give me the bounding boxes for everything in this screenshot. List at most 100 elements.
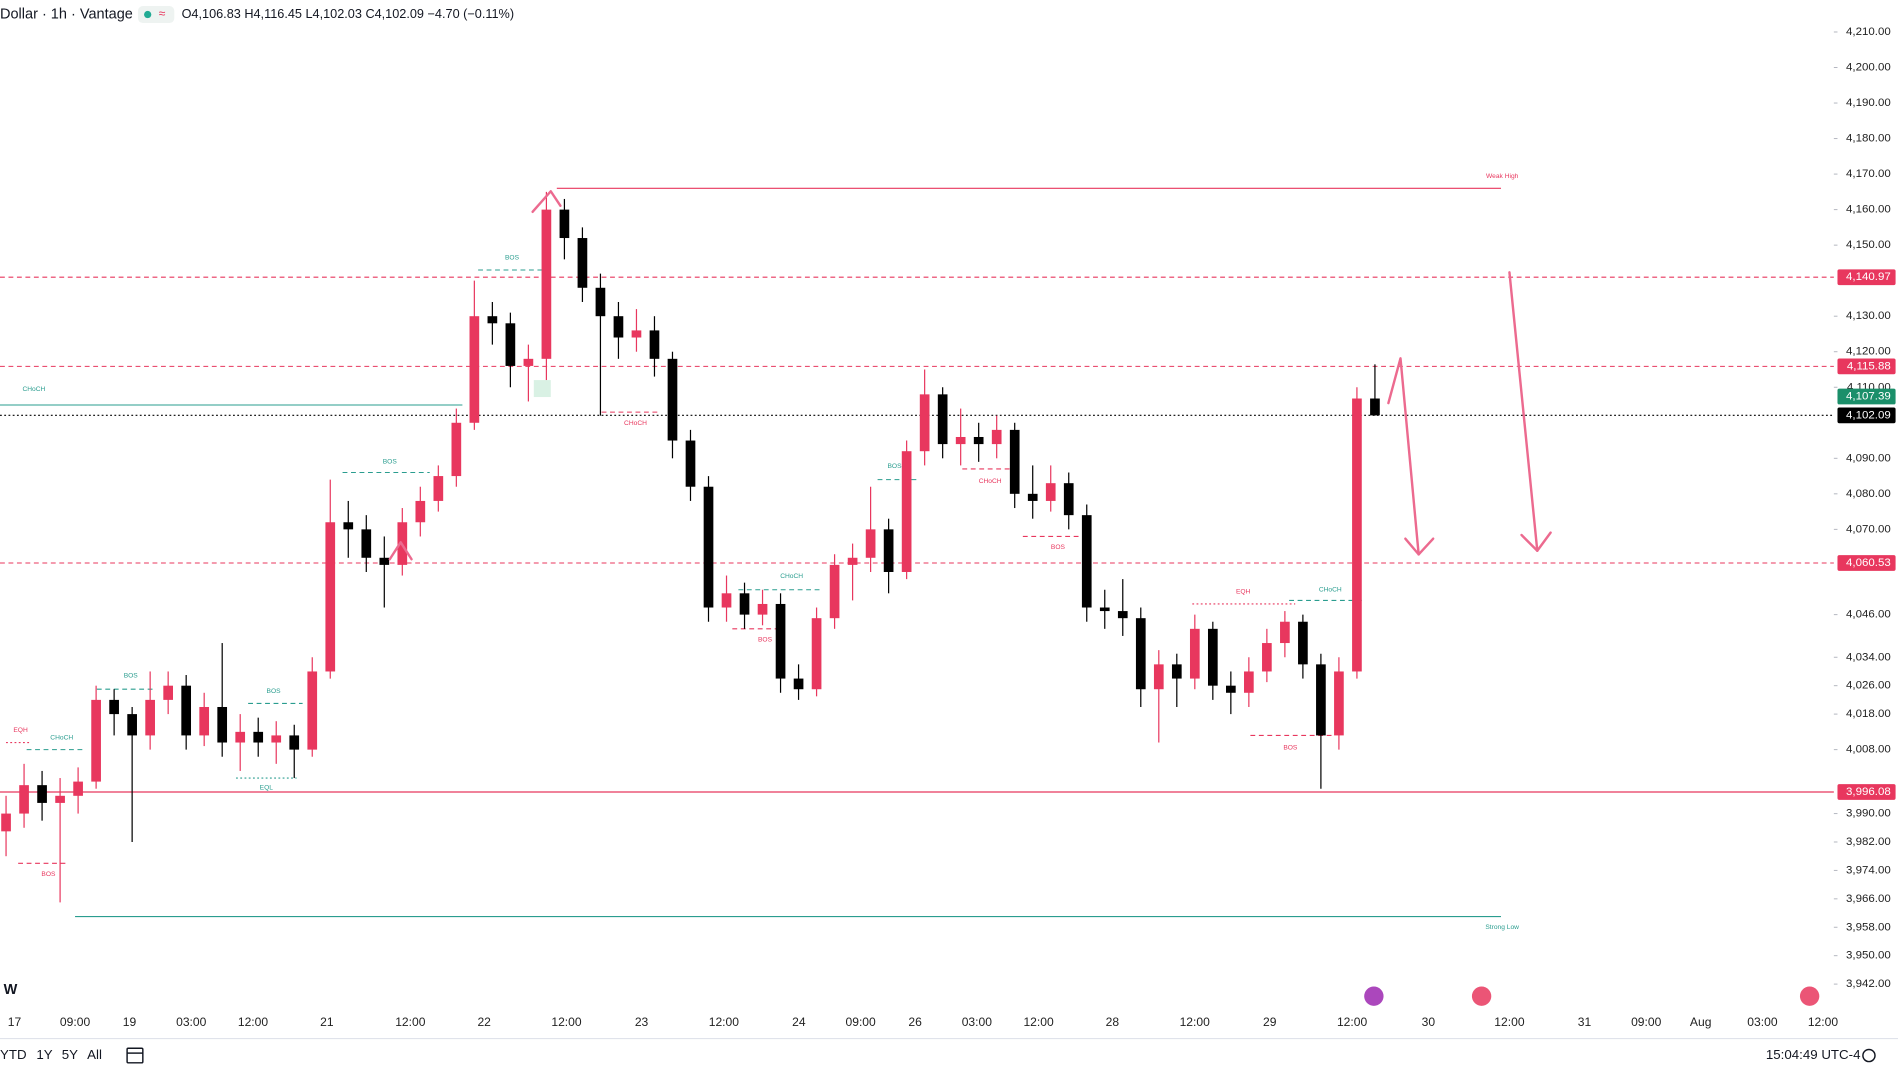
event-icon[interactable] — [1799, 986, 1820, 1006]
interval-button[interactable]: 1Y — [36, 1047, 52, 1062]
drawn-arrows — [388, 190, 1552, 561]
status-icon: ≈ — [159, 7, 166, 21]
symbol-title: Dollar · 1h · Vantage — [0, 6, 133, 22]
overlay-lines: CHoCH BOS BOS BOS BOS CHoCH EQH BOS EQL CHoCH CHoC… — [0, 173, 1834, 931]
candle-body — [1226, 685, 1236, 693]
candle-body — [1262, 643, 1272, 672]
candle-body — [1171, 664, 1182, 679]
candle-body — [181, 685, 192, 736]
candle-body — [991, 429, 1002, 445]
candle-body — [613, 316, 624, 338]
candle-body — [1207, 628, 1218, 686]
candle-body — [361, 529, 372, 558]
highlight-box — [533, 380, 551, 398]
price-label-box — [1837, 388, 1896, 405]
x-tick-label: 09:00 — [60, 1015, 91, 1029]
candle-body — [199, 706, 210, 736]
corner-label: W — [4, 982, 18, 998]
price-label-box — [1837, 407, 1896, 424]
structure-label: Weak High — [1486, 173, 1519, 180]
structure-label: Strong Low — [1485, 924, 1519, 931]
event-icon[interactable] — [1364, 986, 1384, 1006]
candle-body — [1370, 398, 1380, 416]
y-tick-label: 4,160.00 — [1846, 204, 1891, 216]
candle-body — [757, 603, 768, 615]
candle-body — [973, 436, 984, 445]
y-tick-label: 3,958.00 — [1846, 921, 1891, 933]
candle-body — [1352, 398, 1362, 672]
y-tick-label: 4,190.00 — [1846, 97, 1891, 109]
candle-body — [649, 330, 660, 359]
candle-body — [955, 436, 966, 445]
candle-body — [631, 330, 642, 338]
y-tick-label: 4,150.00 — [1846, 239, 1891, 251]
x-tick-label: 12:00 — [551, 1015, 582, 1029]
y-tick-label: 4,070.00 — [1846, 523, 1891, 535]
structure-label: EQL — [260, 784, 274, 791]
candle-body — [253, 731, 264, 743]
candle-body — [721, 593, 732, 608]
x-tick-label: 26 — [908, 1015, 922, 1029]
candle-body — [109, 699, 119, 715]
x-tick-label: 12:00 — [1023, 1015, 1054, 1029]
y-tick-label: 4,018.00 — [1846, 708, 1891, 720]
candle-body — [775, 603, 786, 679]
candle-body — [901, 451, 912, 572]
settings-button[interactable] — [1862, 1048, 1876, 1063]
interval-button[interactable]: YTD — [0, 1047, 27, 1062]
candle-body — [1117, 611, 1128, 619]
arrow-head — [1520, 531, 1552, 552]
candle-body — [217, 706, 228, 743]
arrow-head — [1404, 537, 1435, 556]
candle-body — [271, 735, 282, 743]
y-tick-label: 4,090.00 — [1846, 452, 1891, 464]
interval-button[interactable]: All — [87, 1047, 102, 1062]
price-label-box — [1837, 555, 1896, 571]
candle-body — [523, 358, 534, 366]
y-tick-label: 3,942.00 — [1846, 978, 1891, 990]
candle-body — [703, 486, 714, 608]
x-tick-label: 12:00 — [395, 1015, 426, 1029]
ohlc-values: O4,106.83 H4,116.45 L4,102.03 C4,102.09 … — [182, 7, 514, 21]
interval-button[interactable]: 5Y — [62, 1047, 78, 1062]
candle-body — [919, 394, 930, 452]
y-tick-label: 4,046.00 — [1846, 609, 1891, 621]
candle-body — [55, 795, 65, 803]
price-label: 4,107.39 — [1846, 391, 1891, 403]
candle-body — [865, 529, 876, 558]
y-tick-label: 4,080.00 — [1846, 488, 1891, 500]
candle-body — [307, 671, 318, 750]
y-tick-label: 4,210.00 — [1846, 26, 1891, 38]
calendar-button[interactable] — [126, 1047, 144, 1064]
x-tick-label: 23 — [635, 1015, 649, 1029]
structure-label: EQH — [1236, 589, 1251, 596]
x-tick-label: 12:00 — [1808, 1015, 1839, 1029]
price-label: 4,060.53 — [1846, 557, 1891, 569]
candle-body — [1244, 671, 1254, 693]
candle-body — [1316, 664, 1326, 736]
candle-body — [559, 209, 570, 239]
y-tick-label: 4,180.00 — [1846, 133, 1891, 145]
candle-body — [1, 813, 11, 832]
candle-body — [451, 422, 462, 477]
event-icon[interactable] — [1471, 986, 1492, 1006]
x-tick-label: 12:00 — [1337, 1015, 1368, 1029]
price-label: 4,115.88 — [1847, 360, 1891, 372]
y-tick-label: 3,974.00 — [1846, 864, 1891, 876]
candle-body — [19, 785, 29, 814]
candle-body — [883, 529, 894, 572]
structure-label: BOS — [1051, 544, 1066, 551]
status-badge — [137, 6, 175, 24]
y-tick-label: 3,950.00 — [1846, 950, 1891, 962]
y-tick-label: 4,200.00 — [1846, 62, 1891, 74]
candle-body — [145, 699, 155, 736]
candle-body — [469, 316, 480, 423]
x-tick-label: 31 — [1578, 1015, 1592, 1029]
x-tick-label: 30 — [1422, 1015, 1436, 1029]
candles — [1, 191, 1380, 903]
candle-body — [1298, 621, 1308, 665]
y-tick-label: 3,990.00 — [1846, 808, 1891, 820]
structure-label: CHoCH — [624, 420, 647, 427]
x-tick-label: 12:00 — [709, 1015, 740, 1029]
candle-body — [73, 781, 83, 796]
